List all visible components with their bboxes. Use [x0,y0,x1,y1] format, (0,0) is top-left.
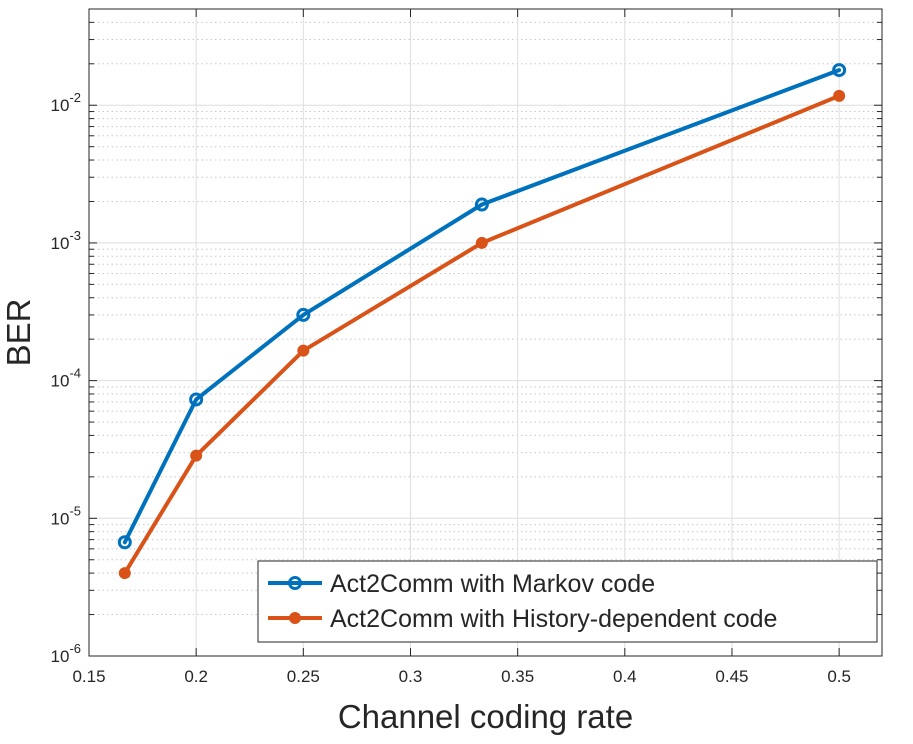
x-tick-label: 0.25 [287,667,320,686]
y-tick-label: 10-3 [51,228,81,253]
x-tick-labels: 0.15 0.2 0.25 0.3 0.35 0.4 0.45 0.5 [72,667,851,686]
legend-label: Act2Comm with Markov code [330,570,655,598]
data-point [189,392,204,407]
legend-box [257,560,878,643]
y-tick-label: 10-6 [51,641,81,666]
plot-area [89,9,882,656]
data-point [296,307,311,322]
legend-swatch-marker [288,576,302,590]
y-tick-label: 10-2 [51,90,81,115]
legend-item-2: Act2Comm with History-dependent code [268,605,777,633]
x-tick-label: 0.45 [715,667,748,686]
tick-marks [88,9,882,657]
y-axis-label: BER [0,299,37,367]
series-line [122,68,842,545]
series-1 [117,63,847,550]
x-tick-label: 0.4 [613,667,637,686]
x-tick-label: 0.15 [72,667,105,686]
data-point [190,449,203,462]
data-point [832,63,847,78]
data-point [297,344,310,357]
y-tick-label: 10-4 [51,366,81,391]
legend: Act2Comm with Markov code Act2Comm with H… [257,560,878,643]
data-point [474,197,489,212]
legend-item-1: Act2Comm with Markov code [268,570,655,598]
x-tick-label: 0.35 [501,667,534,686]
data-point [118,567,131,580]
y-tick-labels: 10-6 10-5 10-4 10-3 10-2 [51,90,81,666]
x-axis-label: Channel coding rate [338,698,633,735]
x-tick-label: 0.2 [184,667,208,686]
series-2 [118,89,846,580]
axes-box [88,8,883,657]
data-point [475,236,488,249]
series-layer [117,63,847,580]
x-tick-label: 0.5 [827,667,851,686]
legend-swatch-marker [289,612,301,624]
x-tick-label: 0.3 [399,667,423,686]
legend-label: Act2Comm with History-dependent code [330,605,777,633]
data-point [833,89,846,102]
y-tick-label: 10-5 [51,503,81,528]
data-point [117,535,132,550]
